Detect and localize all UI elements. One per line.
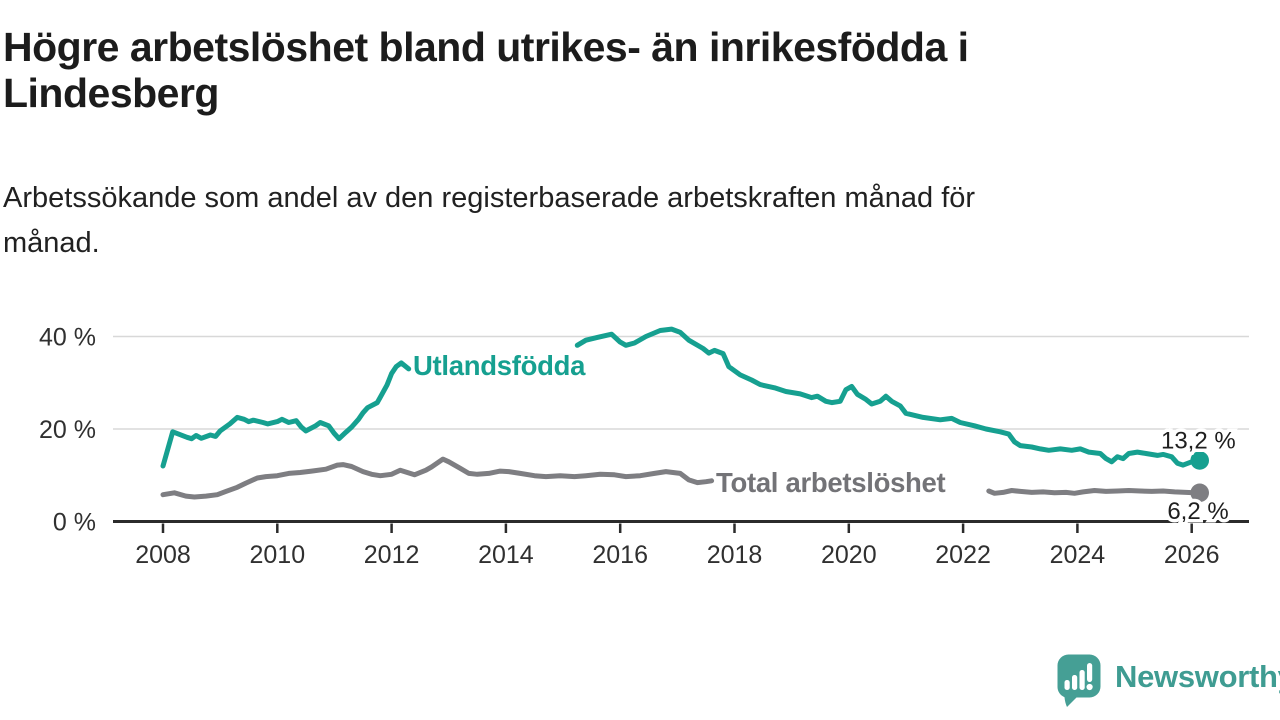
- series-line-total-arbetsl-shet: [986, 488, 1203, 496]
- series-end-dot: [1190, 451, 1210, 470]
- chart-title: Högre arbetslöshet bland utrikes- än inr…: [3, 24, 969, 117]
- x-tick-label: 2010: [249, 541, 305, 569]
- x-tick-label: 2012: [364, 541, 420, 569]
- series-end-value-label: 13,2 %: [1161, 427, 1236, 454]
- x-tick-label: 2022: [935, 541, 991, 569]
- x-tick-label: 2014: [478, 541, 534, 569]
- x-tick-label: 2008: [135, 541, 191, 569]
- series-line-total-arbetsl-shet: [160, 456, 715, 500]
- series-line-utlandsf-dda: [574, 326, 1203, 468]
- series-label: Utlandsfödda: [413, 350, 586, 381]
- x-tick-label: 2016: [592, 541, 648, 569]
- newsworthy-logo: Newsworthy: [1056, 652, 1280, 708]
- series-end-dot: [1190, 483, 1210, 503]
- y-tick-label: 0 %: [53, 509, 96, 537]
- newsworthy-bubble-chart-icon: [1057, 654, 1101, 707]
- y-tick-label: 20 %: [39, 416, 96, 444]
- x-tick-label: 2024: [1050, 541, 1106, 569]
- newsworthy-logo-text: Newsworthy: [1115, 659, 1280, 694]
- y-tick-label: 40 %: [39, 324, 96, 352]
- x-tick-label: 2026: [1164, 541, 1220, 569]
- x-tick-label: 2020: [821, 541, 877, 569]
- series-line-utlandsf-dda: [160, 360, 412, 469]
- series-label: Total arbetslöshet: [716, 467, 946, 498]
- chart-subtitle: Arbetssökande som andel av den registerb…: [3, 182, 976, 259]
- series-end-value-label: 6,2 %: [1167, 498, 1228, 525]
- x-tick-label: 2018: [707, 541, 763, 569]
